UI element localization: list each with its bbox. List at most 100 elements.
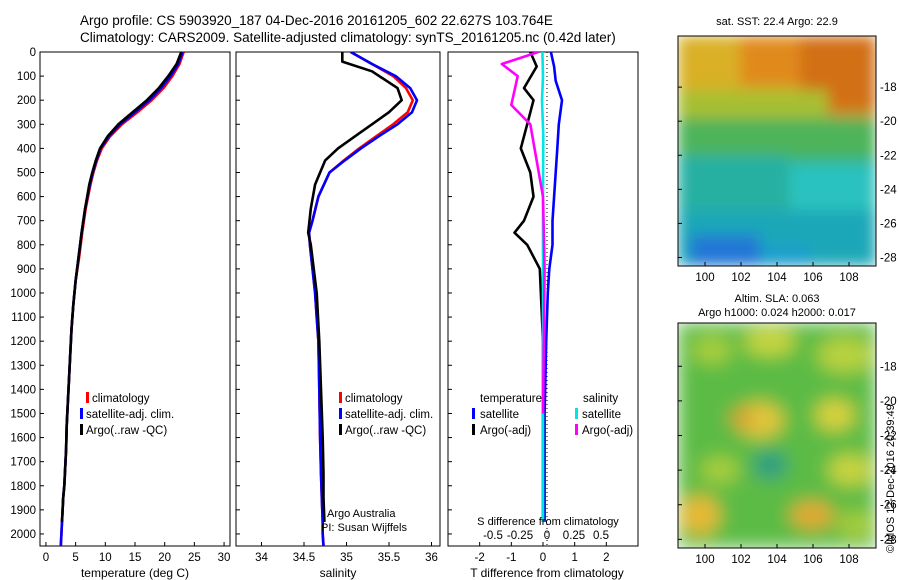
depth-tick-label: 300: [17, 119, 36, 131]
depth-tick-label: 200: [17, 95, 36, 107]
temperature-panel: 0100200300400500600700800900100011001200…: [10, 47, 231, 580]
series-line-temperature-satellite: [543, 52, 564, 522]
legend-label-argo: Argo(..raw -QC): [345, 425, 426, 437]
depth-tick-label: 800: [17, 240, 36, 252]
legend-label-argo: Argo(..raw -QC): [86, 425, 167, 437]
series-line-climatology: [59, 52, 185, 546]
salinity-difference-axis: -0.5 -0.25 0 0.25 0.5: [483, 530, 609, 542]
legend-swatch-sal-argo: [575, 424, 578, 435]
legend-swatch-satellite: [339, 408, 342, 419]
lon-tick-label: 104: [767, 554, 787, 566]
salinity-x-label: salinity: [320, 566, 357, 580]
lat-tick-label: -24: [880, 465, 897, 477]
x-tick-label: 10: [99, 552, 112, 564]
sla-map-title: Altim. SLA: 0.063: [735, 293, 820, 305]
depth-tick-label: 1600: [10, 433, 36, 445]
lon-tick-label: 102: [731, 554, 750, 566]
salinity-panel: 34 34.5 35 35.5 36 climatology satellite-adj…: [235, 51, 441, 580]
x-tick-label: 0: [43, 552, 49, 564]
depth-tick-label: 1000: [10, 288, 36, 300]
legend-swatch-climatology: [339, 392, 342, 403]
depth-tick-label: 0: [30, 47, 36, 59]
sla-map: Altim. SLA: 0.063 Argo h1000: 0.024 h200…: [677, 293, 897, 566]
t-difference-label: T difference from climatology: [470, 566, 624, 580]
lon-tick-label: 108: [839, 272, 858, 284]
depth-tick-label: 700: [17, 216, 36, 228]
difference-legend: temperature satellite Argo(-adj) salinit…: [472, 393, 633, 437]
x-tick-label: 34: [255, 552, 268, 564]
depth-tick-label: 100: [17, 71, 36, 83]
lat-tick-label: -18: [880, 361, 897, 373]
legend-swatch-climatology: [86, 392, 89, 403]
s-difference-label: S difference from climatology: [477, 516, 619, 528]
sst-map: sat. SST: 22.4 Argo: 22.9 100 102 104 106 10…: [677, 16, 897, 284]
depth-tick-label: 1700: [10, 457, 36, 469]
lat-tick-label: -18: [880, 82, 897, 94]
x-tick-label: 2: [603, 552, 609, 564]
difference-panel: -2 -1 0 1 2 -0.5 -0.25 0 0.25 0.5 temperature sa…: [447, 51, 639, 580]
lon-tick-label: 100: [695, 272, 714, 284]
depth-tick-label: 400: [17, 143, 36, 155]
difference-series: [500, 52, 564, 522]
lon-tick-label: 106: [803, 554, 822, 566]
legend-swatch-temp-argo: [472, 424, 475, 435]
series-line-argo-raw-qc-: [60, 52, 183, 522]
sla-field: [678, 323, 876, 548]
sst-map-axes: 100 102 104 106 108 -18 -20 -22 -24 -26 -28: [678, 82, 897, 284]
depth-tick-label: 500: [17, 167, 36, 179]
x-tick-label: 20: [158, 552, 171, 564]
salinity-x-axis: 34 34.5 35 35.5 36: [236, 51, 438, 564]
salinity-legend: climatology satellite-adj. clim. Argo(..…: [339, 392, 433, 437]
salinity-axes: [235, 51, 441, 547]
x-tick-label: 0: [540, 552, 546, 564]
header-line2: Climatology: CARS2009. Satellite-adjuste…: [80, 30, 616, 45]
legend-swatch-temp-satellite: [472, 408, 475, 419]
legend-label-temp-satellite: satellite: [480, 409, 519, 421]
x-tick-label: 1: [571, 552, 577, 564]
lat-tick-label: -24: [880, 184, 897, 196]
legend-label-sal-argo: Argo(-adj): [582, 425, 633, 437]
x-tick-label: 5: [72, 552, 78, 564]
depth-tick-label: 1200: [10, 336, 36, 348]
series-line-satellite-adj-clim-: [307, 52, 419, 546]
lat-tick-label: -20: [880, 396, 897, 408]
s-tick-label: 0: [544, 530, 550, 542]
x-tick-label: 15: [129, 552, 142, 564]
depth-tick-label: 600: [17, 192, 36, 204]
lon-tick-label: 108: [839, 554, 858, 566]
depth-tick-label: 1400: [10, 384, 36, 396]
legend-swatch-satellite: [80, 408, 83, 419]
x-tick-label: 30: [218, 552, 231, 564]
x-tick-label: 35.5: [378, 552, 400, 564]
temperature-legend: climatology satellite-adj. clim. Argo(..…: [80, 392, 174, 437]
lon-tick-label: 104: [767, 272, 787, 284]
legend-label-temp-argo: Argo(-adj): [480, 425, 531, 437]
sst-map-title: sat. SST: 22.4 Argo: 22.9: [716, 16, 838, 28]
legend-swatch-argo: [339, 424, 342, 435]
depth-tick-label: 1300: [10, 360, 36, 372]
legend-title-salinity: salinity: [583, 393, 618, 405]
legend-swatch-sal-satellite: [575, 408, 578, 419]
depth-tick-label: 1900: [10, 505, 36, 517]
lon-tick-label: 106: [803, 272, 822, 284]
depth-axis: 0 100 200 300 400 500 600 700 800 900 1000 1100 1200…: [10, 47, 44, 541]
legend-swatch-argo: [80, 424, 83, 435]
lon-tick-label: 102: [731, 272, 750, 284]
legend-label-sal-satellite: satellite: [582, 409, 621, 421]
legend-label-climatology: climatology: [345, 393, 403, 405]
header-line1: Argo profile: CS 5903920_187 04-Dec-2016…: [80, 13, 553, 28]
lon-tick-label: 100: [695, 554, 714, 566]
imos-credit: ©IMOS 12-Dec-2016 20:39:49: [885, 404, 897, 553]
legend-label-satellite: satellite-adj. clim.: [86, 409, 174, 421]
temperature-x-axis: 0 5 10 15 20 25 30: [43, 542, 231, 564]
argo-australia-annotation: Argo Australia: [327, 508, 396, 520]
salinity-series: [306, 52, 419, 546]
depth-tick-label: 1100: [11, 312, 36, 324]
sla-map-axes: 100 102 104 106 108 -18 -20 -22 -24 -26 -28: [678, 361, 897, 566]
sst-field: [678, 36, 876, 266]
depth-tick-label: 1500: [10, 408, 36, 420]
x-tick-label: 36: [425, 552, 438, 564]
x-tick-label: 34.5: [293, 552, 315, 564]
legend-title-temperature: temperature: [480, 393, 542, 405]
